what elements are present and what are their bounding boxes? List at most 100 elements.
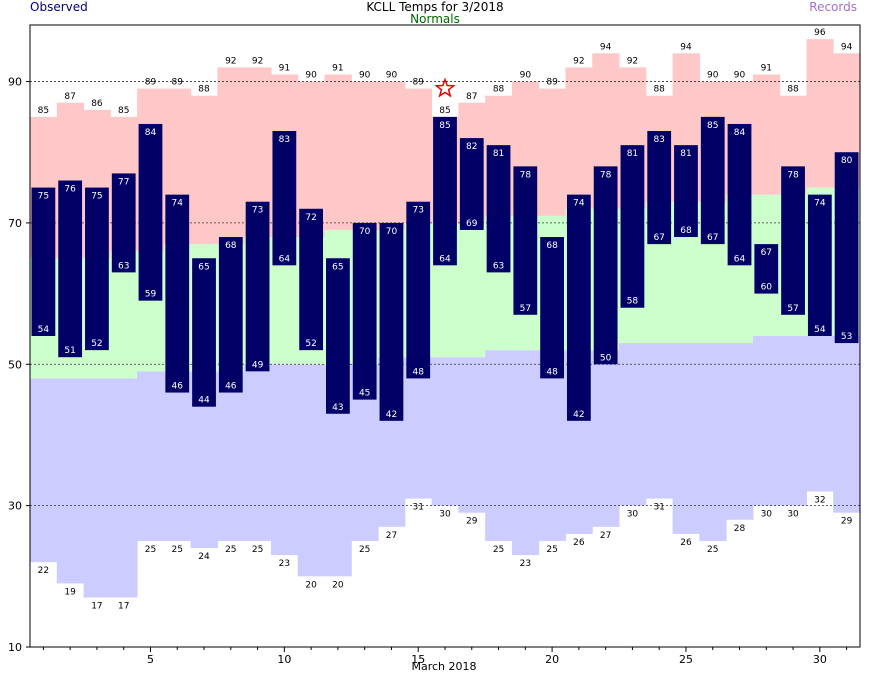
record-low-band	[244, 364, 272, 541]
observed-bar	[566, 194, 591, 421]
observed-low-label: 51	[64, 346, 75, 356]
observed-low-label: 69	[466, 219, 478, 229]
observed-high-label: 68	[225, 241, 237, 251]
record-low-band	[619, 343, 647, 506]
record-high-label: 87	[466, 92, 477, 102]
record-high-label: 94	[680, 42, 692, 52]
observed-low-label: 46	[172, 382, 184, 392]
legend-records: Records	[809, 0, 857, 14]
observed-low-label: 43	[332, 403, 343, 413]
record-high-label: 91	[332, 63, 343, 73]
observed-high-label: 65	[198, 262, 209, 272]
legend-observed: Observed	[30, 0, 88, 14]
record-low-band	[833, 336, 861, 513]
observed-high-label: 83	[653, 135, 664, 145]
record-low-band	[30, 378, 58, 563]
record-low-label: 25	[493, 545, 504, 555]
record-low-band	[779, 336, 807, 506]
observed-bar	[406, 201, 431, 379]
record-low-band	[110, 378, 138, 598]
observed-bar	[433, 116, 457, 266]
observed-bar	[781, 166, 805, 315]
observed-bar	[138, 123, 163, 301]
observed-low-label: 52	[305, 339, 316, 349]
record-low-band	[270, 364, 299, 556]
record-high-band	[324, 74, 352, 230]
observed-high-label: 85	[707, 121, 718, 131]
y-tick-label: 90	[8, 76, 22, 89]
observed-bar	[674, 145, 698, 238]
record-low-band	[163, 371, 192, 541]
record-high-label: 90	[707, 71, 719, 81]
observed-bar	[352, 222, 377, 400]
y-tick-label: 10	[8, 641, 22, 654]
record-high-label: 88	[653, 85, 665, 95]
record-high-band	[404, 88, 433, 223]
observed-high-label: 73	[252, 206, 263, 216]
observed-high-label: 75	[91, 192, 102, 202]
record-low-band	[217, 371, 245, 541]
record-low-label: 25	[252, 545, 263, 555]
record-low-label: 25	[546, 545, 557, 555]
observed-high-label: 70	[386, 227, 398, 237]
observed-high-label: 84	[734, 128, 746, 138]
observed-bar	[459, 138, 484, 230]
record-high-label: 92	[225, 56, 236, 66]
observed-bar	[272, 131, 297, 266]
record-low-label: 20	[305, 580, 317, 590]
observed-low-label: 50	[600, 353, 612, 363]
record-high-label: 92	[573, 56, 584, 66]
record-low-label: 25	[359, 545, 370, 555]
observed-low-label: 67	[707, 233, 718, 243]
observed-low-label: 54	[814, 325, 826, 335]
observed-low-label: 57	[787, 304, 798, 314]
observed-bar	[379, 222, 404, 421]
record-low-band	[404, 357, 433, 499]
record-high-band	[806, 39, 834, 188]
record-low-band	[431, 357, 459, 506]
record-low-label: 25	[145, 545, 156, 555]
observed-bar	[486, 145, 511, 273]
record-low-label: 24	[198, 552, 210, 562]
observed-bar	[299, 208, 324, 351]
observed-low-label: 54	[38, 325, 50, 335]
observed-bar	[245, 201, 270, 372]
record-high-label: 90	[386, 71, 398, 81]
observed-low-label: 53	[841, 332, 852, 342]
observed-high-label: 73	[412, 206, 423, 216]
record-low-band	[699, 343, 727, 541]
record-high-band	[351, 81, 379, 230]
record-low-label: 25	[707, 545, 718, 555]
record-high-label: 94	[841, 42, 853, 52]
legend-normals: Normals	[410, 12, 460, 26]
record-low-label: 22	[38, 566, 49, 576]
record-low-label: 30	[761, 510, 773, 520]
observed-bar	[647, 131, 672, 245]
observed-high-label: 70	[359, 227, 371, 237]
record-low-label: 32	[814, 496, 825, 506]
axes: 10 30 50 70 90 5 10 15 20 25 30	[8, 24, 861, 666]
observed-bar	[620, 145, 645, 308]
observed-low-label: 42	[386, 410, 397, 420]
observed-bar	[111, 173, 136, 273]
record-high-label: 92	[252, 56, 263, 66]
record-low-band	[485, 350, 513, 541]
record-low-band	[752, 336, 781, 506]
observed-bar	[192, 258, 216, 407]
x-tick-label: 5	[147, 653, 154, 666]
observed-low-label: 68	[680, 226, 692, 236]
record-low-label: 31	[412, 503, 423, 513]
observed-low-label: 52	[91, 339, 102, 349]
observed-high-label: 65	[332, 262, 343, 272]
record-low-band	[592, 350, 620, 527]
observed-high-label: 72	[305, 213, 316, 223]
record-low-band	[137, 371, 165, 541]
record-low-label: 17	[118, 602, 129, 612]
observed-bar	[754, 244, 779, 294]
record-high-band	[378, 81, 406, 230]
record-low-label: 17	[91, 602, 102, 612]
record-low-label: 25	[225, 545, 236, 555]
observed-bar	[540, 237, 564, 379]
observed-high-label: 82	[466, 142, 477, 152]
normal-band	[458, 222, 486, 358]
